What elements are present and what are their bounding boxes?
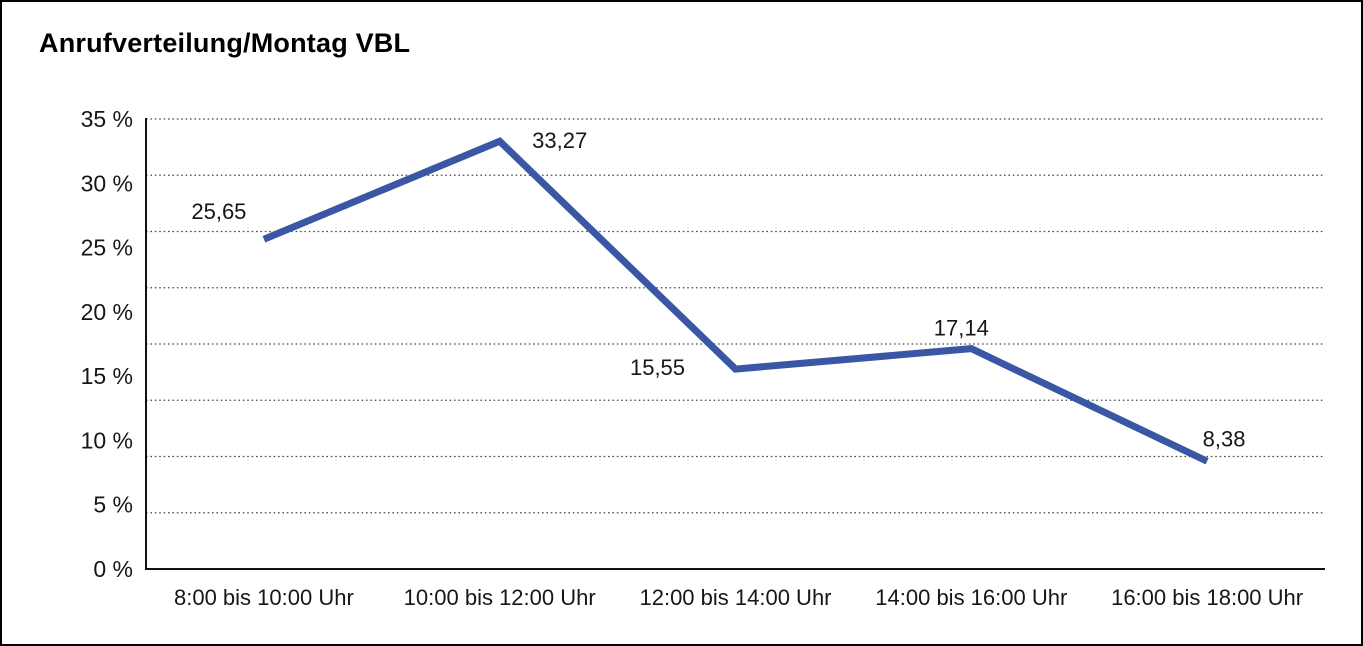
data-label: 8,38 [1203,426,1246,451]
data-line [262,137,1209,465]
x-tick-label: 10:00 bis 12:00 Uhr [404,585,596,610]
y-tick-label: 10 % [81,427,133,453]
data-label: 15,55 [630,355,685,380]
data-label: 17,14 [934,316,989,341]
x-tick-label: 8:00 bis 10:00 Uhr [174,585,354,610]
y-tick-label: 5 % [93,492,133,518]
y-tick-label: 20 % [81,299,133,325]
chart-title: Anrufverteilung/Montag VBL [39,28,411,58]
y-tick-label: 30 % [81,170,133,196]
data-label: 25,65 [191,199,246,224]
x-tick-label: 14:00 bis 16:00 Uhr [875,585,1067,610]
y-tick-label: 15 % [81,363,133,389]
y-tick-label: 0 % [93,556,133,582]
y-tick-label: 35 % [81,106,133,132]
x-tick-label: 16:00 bis 18:00 Uhr [1111,585,1303,610]
y-tick-label: 25 % [81,235,133,261]
data-label: 33,27 [532,128,587,153]
x-tick-label: 12:00 bis 14:00 Uhr [639,585,831,610]
